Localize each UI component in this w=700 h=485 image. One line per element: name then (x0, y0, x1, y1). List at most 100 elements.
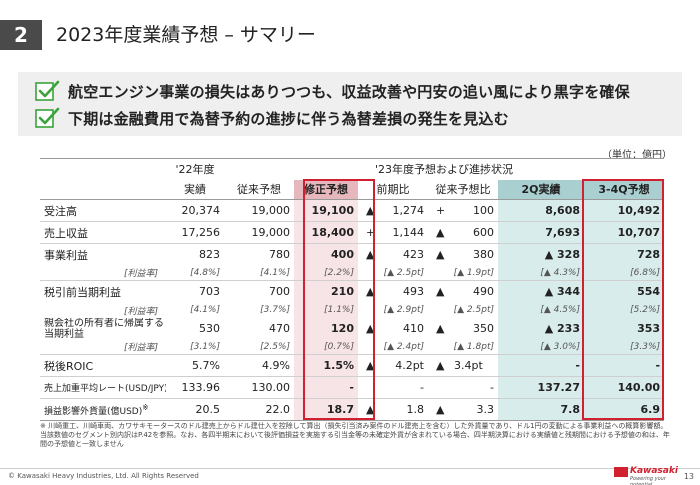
footer-divider (0, 468, 700, 469)
cell-revised: 210 (294, 280, 358, 303)
cell-vs-previous: 3.3 (450, 398, 498, 421)
cell-fy22: 20.5 (166, 398, 224, 421)
header-3-4q-forecast: 3-4Q予想 (584, 179, 665, 200)
cell-revised: 19,100 (294, 199, 358, 222)
header-fy22: '22年度 (166, 158, 224, 180)
table-row: 税後ROIC 5.7% 4.9% 1.5% ▲ 4.2pt ▲ 3.4pt - … (40, 354, 665, 377)
cell-vs-previous: 600 (450, 221, 498, 244)
table-row: 税引前当期利益 703 700 210 ▲ 493 ▲ 490 ▲ 344 55… (40, 280, 665, 303)
cell-previous: [3.7%] (260, 305, 290, 315)
cell-fy22: 530 (199, 322, 220, 335)
cell-revised: [1.1%] (294, 302, 358, 318)
cell-2q: [▲ 4.5%] (498, 302, 584, 318)
cell-vs-previous: 380 (473, 248, 494, 262)
cell-fy22: 17,256 (166, 221, 224, 244)
cell-previous: 4.9% (224, 354, 294, 377)
cell-sign: + (358, 221, 380, 244)
cell-yoy: 1,144 (380, 221, 428, 244)
cell-revised: 1.5% (294, 354, 358, 377)
cell-2q: ▲ 344 (498, 280, 584, 303)
table-header-row: 実績 従来予想 修正予想 前期比 従来予想比 2Q実績 3-4Q予想 (40, 179, 665, 200)
row-label: 税引前当期利益 (44, 285, 121, 299)
cell-fy22: [4.8%] (166, 265, 224, 281)
cell-revised: 18,400 (294, 221, 358, 244)
cell-previous: 130.00 (224, 376, 294, 399)
row-label: [利益率] (40, 339, 166, 355)
cell-fy22: [3.1%] (166, 339, 224, 355)
cell-vs-previous: 350 (473, 322, 494, 335)
cell-revised: 120 (294, 317, 358, 340)
header-2q-actual: 2Q実績 (498, 179, 584, 200)
table-row: [利益率] [3.1%] [2.5%] [0.7%] [▲ 2.4pt] [▲ … (40, 339, 665, 355)
cell-revised: - (294, 376, 358, 399)
cell-3-4q: 10,492 (584, 199, 665, 222)
row-label: 事業利益 (44, 248, 88, 262)
cell-previous: 19,000 (224, 199, 294, 222)
row-label: 売上加重平均レート(USD/JPY) (40, 376, 166, 399)
cell-revised: 18.7 (294, 398, 358, 421)
cell-yoy: 1.8 (380, 398, 428, 421)
cell-previous: 22.0 (224, 398, 294, 421)
cell-fy22: 133.96 (166, 376, 224, 399)
cell-yoy: [▲ 2.5pt] (358, 265, 428, 281)
page-number: 13 (683, 472, 694, 481)
key-point-2: 下期は金融費用で為替予約の進捗に伴う為替差損の発生を見込む (34, 105, 509, 131)
unit-label: （単位：億円） (602, 150, 672, 161)
row-label: 損益影響外貨量(億USD)※ (40, 398, 166, 421)
cell-yoy: 4.2pt (380, 354, 428, 377)
table-row: 事業利益 823 780 400 ▲ 423 ▲ 380 ▲ 328 728 (40, 243, 665, 266)
header-vs-previous: 従来予想比 (428, 179, 498, 200)
cell-revised: [2.2%] (294, 265, 358, 281)
section-number: 2 (0, 20, 42, 50)
cell-sign: ▲ (428, 221, 450, 244)
cell-3-4q: [6.8%] (584, 265, 665, 281)
cell-3-4q: 353 (584, 317, 665, 340)
key-point-text: 下期は金融費用で為替予約の進捗に伴う為替差損の発生を見込む (68, 109, 509, 128)
cell-sign: ▲ (358, 354, 380, 377)
cell-sign: + (428, 199, 450, 222)
header-previous-forecast: 従来予想 (224, 179, 294, 200)
cell-vs-previous: 3.4pt (450, 354, 498, 377)
cell-sign: ▲ (358, 398, 380, 421)
row-label: [利益率] (123, 306, 158, 317)
row-label: 受注高 (40, 199, 166, 222)
checkbox-check-icon (35, 80, 60, 101)
cell-vs-previous: [▲ 1.9pt] (428, 265, 498, 281)
cell-sign: ▲ (358, 199, 380, 222)
cell-3-4q: 554 (584, 280, 665, 303)
cell-3-4q: [3.3%] (584, 339, 665, 355)
cell-revised: [0.7%] (294, 339, 358, 355)
page-title: 2023年度業績予想 – サマリー (56, 24, 316, 46)
cell-2q: ▲ 233 (498, 317, 584, 340)
key-point-1: 航空エンジン事業の損失はありつつも、収益改善や円安の追い風により黒字を確保 (34, 78, 630, 104)
cell-fy22: 703 (199, 285, 220, 299)
cell-vs-previous: [▲ 1.8pt] (428, 339, 498, 355)
cell-yoy: [▲ 2.9pt] (383, 305, 424, 315)
cell-previous: 470 (269, 322, 290, 335)
copyright: © Kawasaki Heavy Industries, Ltd. All Ri… (8, 472, 199, 480)
cell-fy22: 823 (199, 248, 220, 262)
table-header-row: '22年度 '23年度予想および進捗状況 (40, 158, 665, 180)
footnote-mark: ※ (142, 402, 149, 412)
row-label-line: 親会社の所有者に帰属する (44, 317, 164, 329)
cell-3-4q: - (584, 354, 665, 377)
header-revised-forecast: 修正予想 (294, 179, 358, 200)
cell-2q: - (498, 354, 584, 377)
key-points-box: 航空エンジン事業の損失はありつつも、収益改善や円安の追い風により黒字を確保 下期… (18, 72, 682, 136)
cell-2q: [▲ 3.0%] (498, 339, 584, 355)
cell-fy22: 20,374 (166, 199, 224, 222)
cell-yoy: - (358, 376, 428, 399)
cell-yoy: 423 (403, 248, 424, 262)
row-label-line: 当期利益 (44, 328, 84, 340)
forecast-summary-table: '22年度 '23年度予想および進捗状況 実績 従来予想 修正予想 前期比 従来… (40, 158, 665, 421)
cell-fy22: 5.7% (166, 354, 224, 377)
footnote: ※ 川崎重工、川崎車両、カワサキモータースのドル建売上からドル建仕入を控除して算… (40, 422, 670, 448)
cell-revised: 400 (294, 243, 358, 266)
cell-sign: ▲ (366, 322, 375, 335)
cell-sign: ▲ (436, 285, 445, 299)
cell-2q: 8,608 (498, 199, 584, 222)
cell-sign: ▲ (436, 322, 445, 335)
table-row: 売上収益 17,256 19,000 18,400 + 1,144 ▲ 600 … (40, 221, 665, 244)
cell-yoy: 493 (403, 285, 424, 299)
cell-sign: ▲ (436, 248, 445, 262)
